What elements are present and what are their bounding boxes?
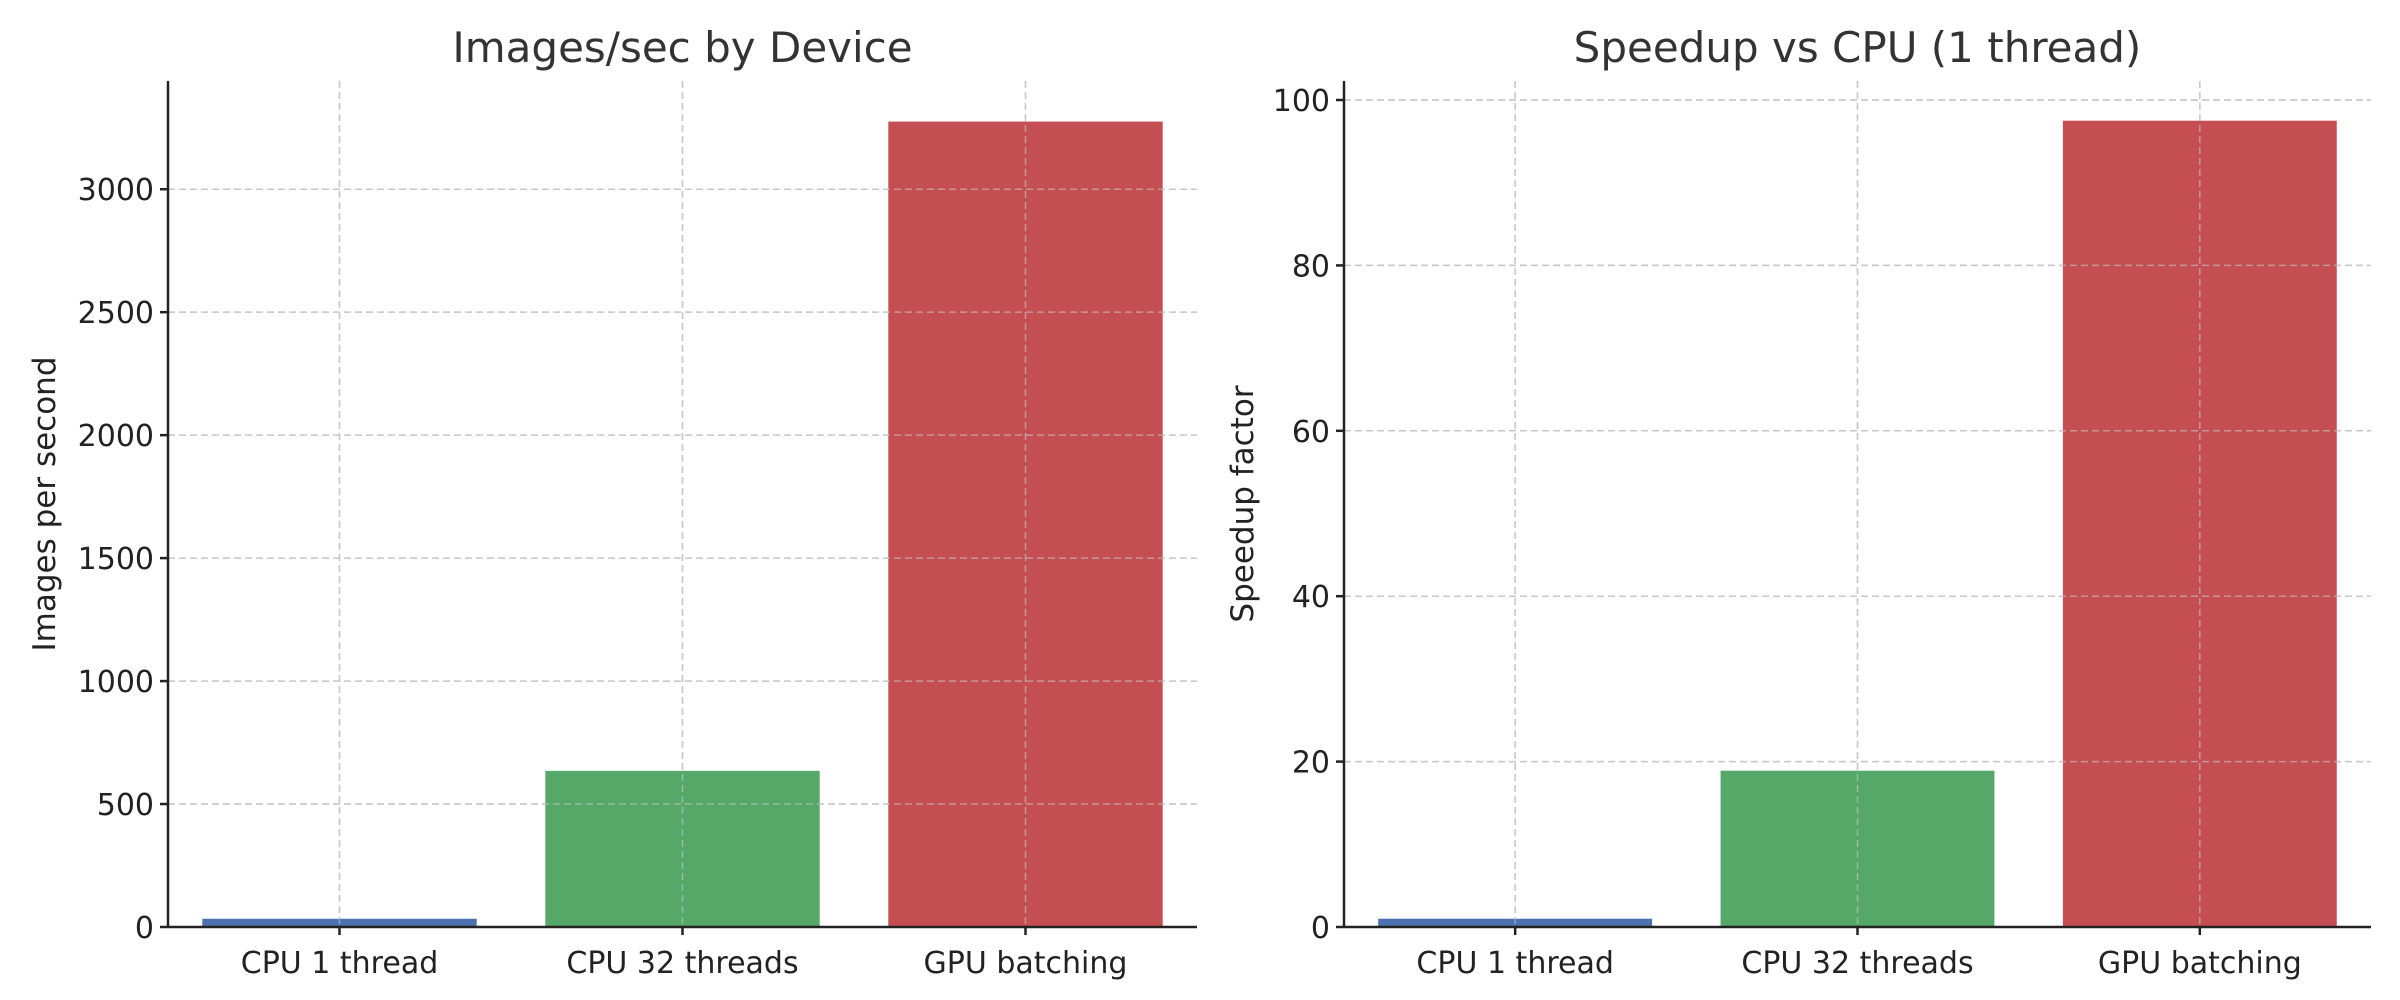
y-tick-label: 60 xyxy=(1292,415,1330,450)
chart-panel-2: 0 20 40 60 80 100 CPU 1 thread CPU 32 threads GP… xyxy=(1225,23,2371,981)
x-tick-label: GPU batching xyxy=(924,946,1128,981)
chart-title: Speedup vs CPU (1 thread) xyxy=(1574,23,2142,72)
y-tick-label: 2000 xyxy=(78,419,154,454)
y-axis-label: Images per second xyxy=(27,357,63,652)
y-tick-label: 80 xyxy=(1292,249,1330,284)
y-tick-label: 100 xyxy=(1273,84,1330,119)
x-tick-label: CPU 32 threads xyxy=(566,946,798,981)
y-tick-label: 0 xyxy=(135,911,154,946)
y-tick-label: 20 xyxy=(1292,746,1330,781)
y-tick-label: 3000 xyxy=(78,173,154,208)
y-tick-label: 0 xyxy=(1311,911,1330,946)
x-tick-label: CPU 1 thread xyxy=(241,946,439,981)
y-axis-label: Speedup factor xyxy=(1225,385,1261,622)
bar-cpu-32-threads xyxy=(545,770,820,927)
x-tick-label: CPU 32 threads xyxy=(1741,946,1973,981)
chart-panel-1: 0 500 1000 1500 2000 2500 3000 CPU 1 thread CPU … xyxy=(27,23,1197,981)
y-tick-label: 500 xyxy=(97,788,154,823)
y-tick-label: 1500 xyxy=(78,542,154,577)
chart-title: Images/sec by Device xyxy=(452,23,912,72)
y-tick-label: 40 xyxy=(1292,580,1330,615)
x-tick-label: CPU 1 thread xyxy=(1416,946,1614,981)
y-tick-label: 1000 xyxy=(78,665,154,700)
bar-cpu-32-threads xyxy=(1720,770,1995,927)
y-tick-label: 2500 xyxy=(78,296,154,331)
x-tick-label: GPU batching xyxy=(2098,946,2302,981)
